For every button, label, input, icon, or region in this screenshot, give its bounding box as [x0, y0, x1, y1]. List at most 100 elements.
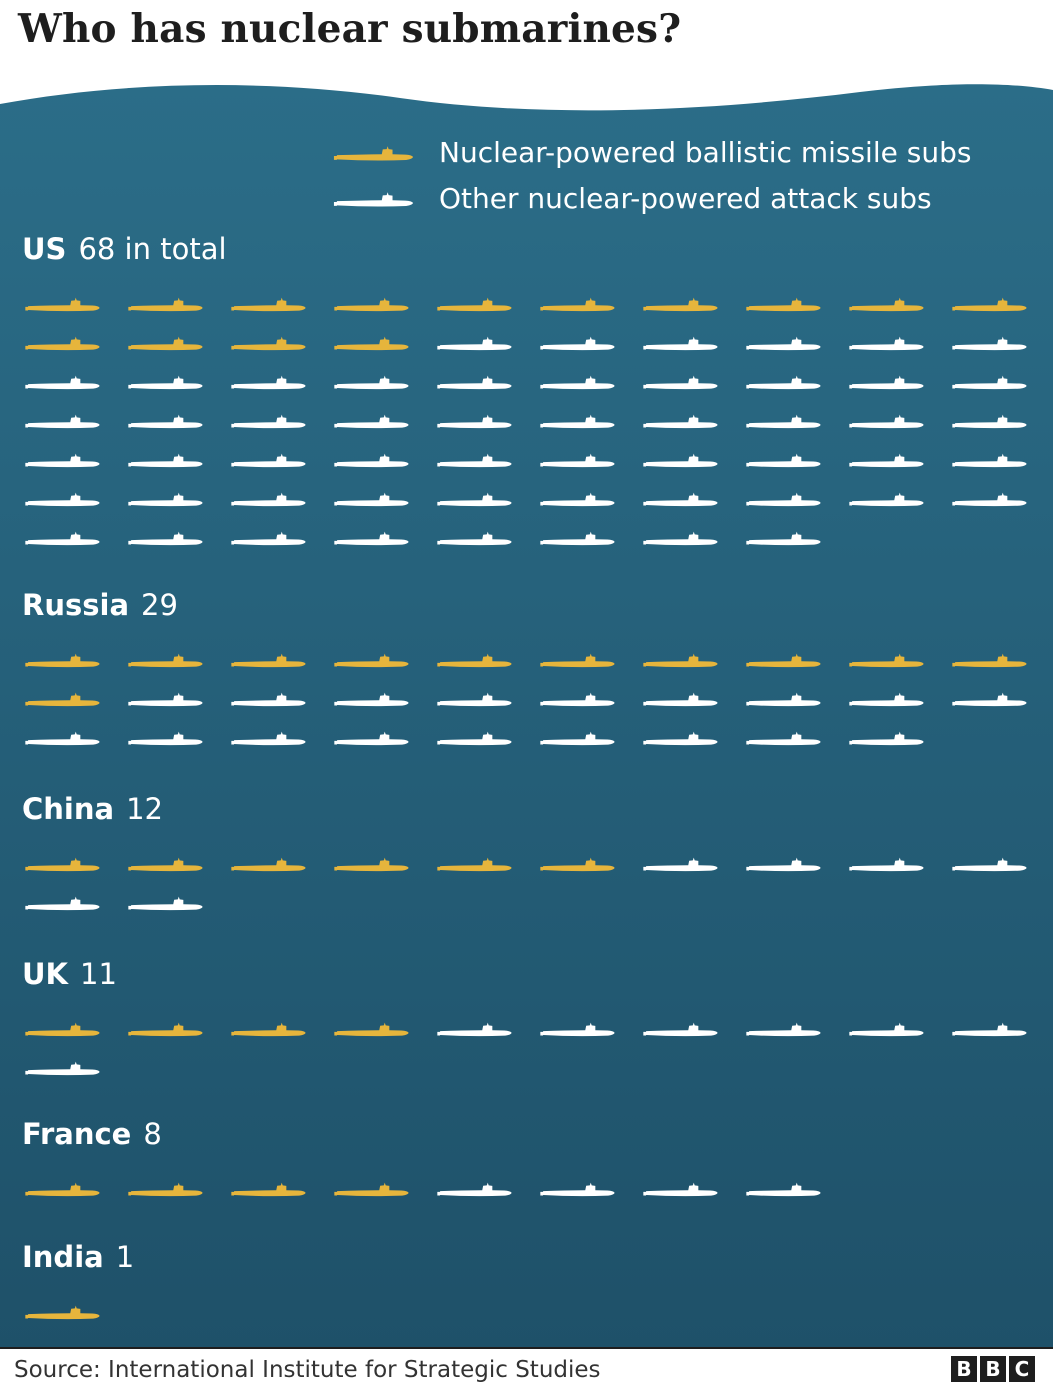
attack-submarine-icon [540, 336, 615, 351]
attack-submarine-icon [643, 375, 718, 390]
attack-submarine-icon [334, 731, 409, 746]
attack-submarine-icon [540, 692, 615, 707]
attack-submarine-icon [231, 692, 306, 707]
attack-submarine-icon [746, 453, 821, 468]
ballistic-submarine-icon [128, 653, 203, 668]
attack-submarine-icon [437, 453, 512, 468]
attack-submarine-icon [952, 492, 1027, 507]
attack-submarine-icon [128, 453, 203, 468]
country-label: India 1 [22, 1240, 134, 1274]
attack-submarine-icon [540, 453, 615, 468]
chart-title: Who has nuclear submarines? [18, 6, 682, 52]
attack-submarine-icon [746, 692, 821, 707]
ballistic-submarine-icon [25, 297, 100, 312]
country-name: UK [22, 957, 69, 991]
bbc-logo-letter: B [980, 1356, 1006, 1382]
bbc-logo-letter: B [951, 1356, 977, 1382]
attack-submarine-icon [25, 375, 100, 390]
attack-submarine-icon [334, 453, 409, 468]
attack-submarine-icon [952, 692, 1027, 707]
attack-submarine-icon [25, 531, 100, 546]
attack-submarine-icon [746, 1022, 821, 1037]
attack-submarine-icon [334, 375, 409, 390]
attack-submarine-icon [231, 492, 306, 507]
attack-submarine-icon [643, 1182, 718, 1197]
ocean-wave [0, 84, 1053, 1392]
attack-submarine-icon [437, 375, 512, 390]
attack-submarine-icon [643, 692, 718, 707]
ballistic-submarine-icon [25, 336, 100, 351]
attack-submarine-icon [849, 857, 924, 872]
ballistic-submarine-icon [231, 653, 306, 668]
ballistic-submarine-icon [540, 857, 615, 872]
attack-submarine-icon [231, 375, 306, 390]
attack-submarine-icon [25, 896, 100, 911]
ballistic-submarine-icon [128, 297, 203, 312]
attack-submarine-icon [231, 453, 306, 468]
ballistic-submarine-icon [952, 653, 1027, 668]
attack-submarine-icon [25, 1061, 100, 1076]
attack-submarine-icon [540, 1022, 615, 1037]
attack-submarine-icon [849, 492, 924, 507]
attack-submarine-icon [952, 453, 1027, 468]
attack-submarine-icon [231, 731, 306, 746]
ballistic-submarine-icon [333, 146, 414, 161]
ballistic-submarine-icon [25, 857, 100, 872]
ballistic-submarine-icon [334, 1182, 409, 1197]
attack-submarine-icon [540, 1182, 615, 1197]
attack-submarine-icon [849, 692, 924, 707]
ballistic-submarine-icon [128, 1182, 203, 1197]
attack-submarine-icon [128, 531, 203, 546]
attack-submarine-icon [437, 336, 512, 351]
country-name: China [22, 792, 115, 826]
attack-submarine-icon [437, 692, 512, 707]
attack-submarine-icon [540, 731, 615, 746]
ballistic-submarine-icon [25, 1022, 100, 1037]
attack-submarine-icon [128, 414, 203, 429]
country-label: US 68 in total [22, 232, 227, 266]
attack-submarine-icon [540, 492, 615, 507]
attack-submarine-icon [849, 1022, 924, 1037]
attack-submarine-icon [333, 192, 414, 207]
ballistic-submarine-icon [334, 857, 409, 872]
attack-submarine-icon [643, 453, 718, 468]
ballistic-submarine-icon [437, 297, 512, 312]
ballistic-submarine-icon [643, 297, 718, 312]
country-count: 68 in total [78, 232, 227, 266]
source-note: Source: International Institute for Stra… [14, 1357, 601, 1383]
country-name: India [22, 1240, 104, 1274]
attack-submarine-icon [437, 531, 512, 546]
country-label: China 12 [22, 792, 163, 826]
attack-submarine-icon [643, 336, 718, 351]
attack-submarine-icon [849, 336, 924, 351]
attack-submarine-icon [128, 896, 203, 911]
legend-label-attack: Other nuclear-powered attack subs [439, 182, 932, 215]
attack-submarine-icon [952, 857, 1027, 872]
country-count: 11 [80, 957, 117, 991]
attack-submarine-icon [334, 531, 409, 546]
attack-submarine-icon [231, 531, 306, 546]
country-name: France [22, 1117, 132, 1151]
ballistic-submarine-icon [231, 1022, 306, 1037]
country-name: Russia [22, 588, 130, 622]
attack-submarine-icon [746, 857, 821, 872]
country-label: France 8 [22, 1117, 162, 1151]
attack-submarine-icon [746, 731, 821, 746]
attack-submarine-icon [437, 414, 512, 429]
ballistic-submarine-icon [540, 653, 615, 668]
ballistic-submarine-icon [25, 1305, 100, 1320]
attack-submarine-icon [128, 731, 203, 746]
ballistic-submarine-icon [952, 297, 1027, 312]
attack-submarine-icon [128, 375, 203, 390]
attack-submarine-icon [746, 336, 821, 351]
ballistic-submarine-icon [334, 336, 409, 351]
attack-submarine-icon [643, 857, 718, 872]
ballistic-submarine-icon [643, 653, 718, 668]
ballistic-submarine-icon [231, 297, 306, 312]
attack-submarine-icon [25, 414, 100, 429]
country-name: US [22, 232, 67, 266]
attack-submarine-icon [437, 492, 512, 507]
attack-submarine-icon [25, 453, 100, 468]
attack-submarine-icon [540, 375, 615, 390]
